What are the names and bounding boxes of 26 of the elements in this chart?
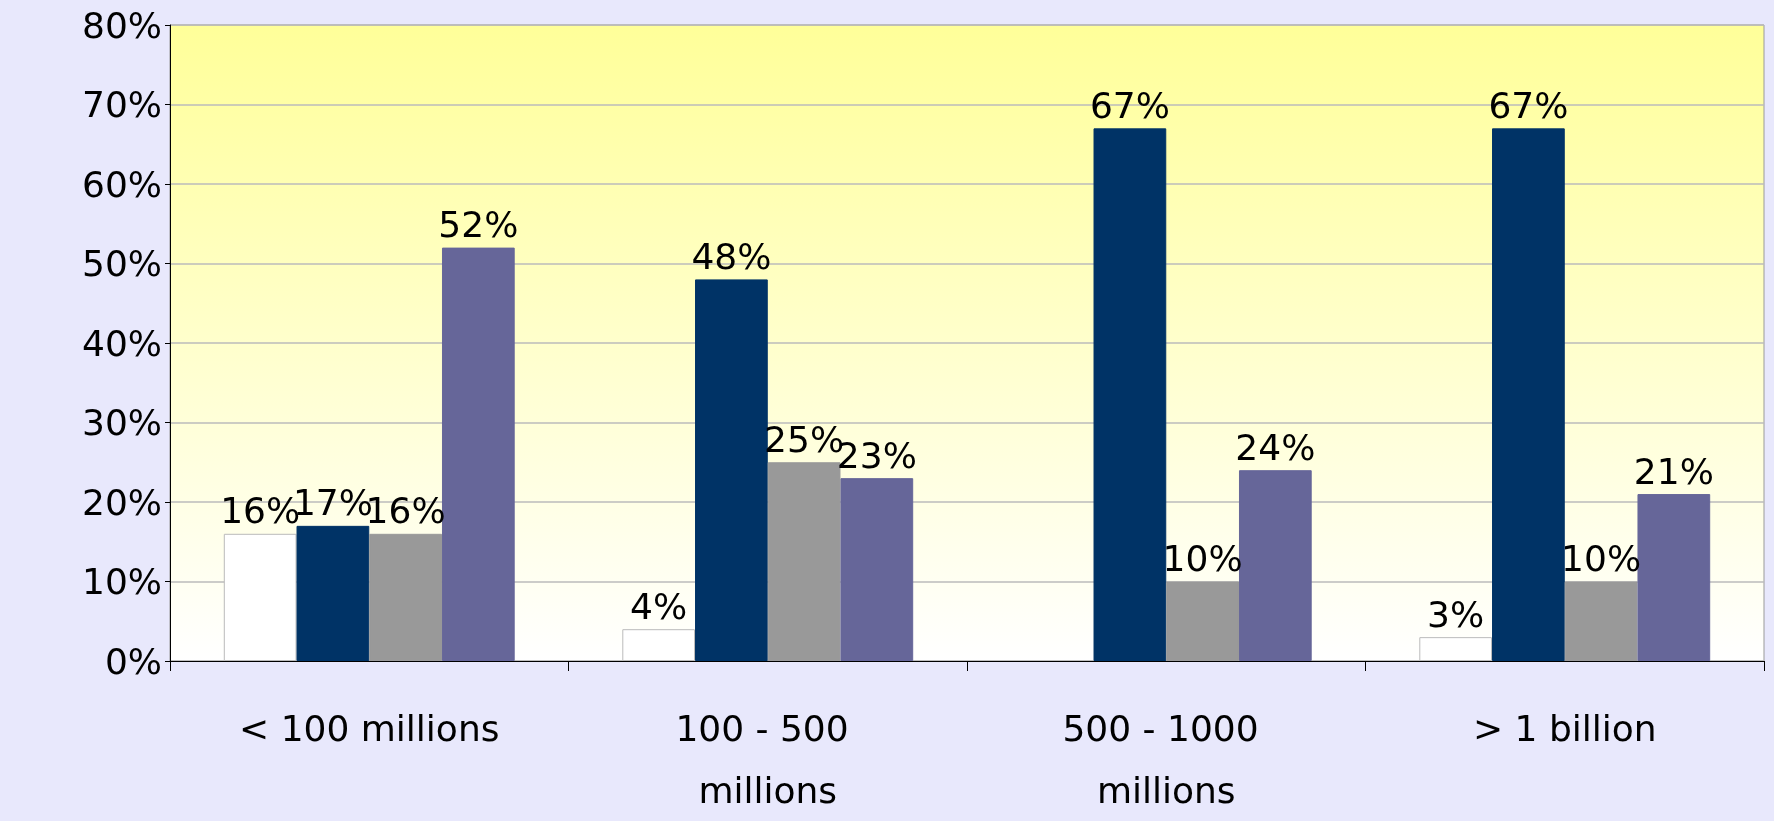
x-tick-label: 500 - 1000 millions (1062, 707, 1271, 811)
bar (1093, 128, 1167, 661)
x-tick-label: < 100 millions (239, 707, 500, 749)
data-label: 3% (1427, 593, 1485, 635)
x-tick-label: 100 - 500 millions (675, 707, 861, 811)
data-label: 21% (1633, 450, 1714, 492)
y-tick-label: 50% (81, 243, 162, 284)
y-tick-label: 40% (81, 322, 162, 364)
data-label: 67% (1089, 84, 1170, 126)
y-tick-label: 60% (81, 163, 162, 205)
data-label: 24% (1235, 426, 1316, 468)
bar (1492, 128, 1565, 661)
y-tick-label: 0% (104, 640, 162, 682)
bar (296, 525, 370, 661)
bar (840, 478, 914, 661)
data-label: 48% (691, 235, 772, 277)
y-tick-label: 70% (81, 84, 162, 125)
data-label: 67% (1488, 84, 1569, 126)
data-label: 4% (630, 585, 688, 627)
x-tick-label: > 1 billion (1472, 707, 1657, 749)
y-tick-label: 30% (81, 402, 162, 443)
y-tick-label: 20% (81, 481, 162, 523)
data-label: 52% (438, 204, 519, 246)
y-tick-label: 80% (81, 4, 162, 46)
bar (695, 279, 768, 661)
y-tick-label: 10% (81, 561, 162, 602)
